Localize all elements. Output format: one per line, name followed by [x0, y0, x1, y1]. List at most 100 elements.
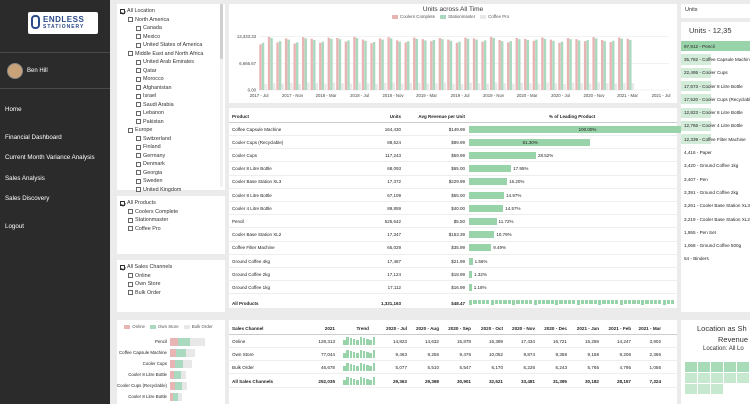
channel-filter-option[interactable]: Bulk Order [120, 289, 225, 298]
table-row[interactable]: Online 128,313 14,823 14,632 15,878 16,399 17,… [229, 335, 677, 348]
nav-sales-discovery[interactable]: Sales Discovery [5, 195, 50, 202]
ranking-item[interactable]: 3,407 - Pen [681, 174, 711, 184]
table-row[interactable]: Coffee Filter Machine 65,029 $35.99 9.49% [229, 242, 677, 255]
table-row[interactable]: Cooler Base Station XL2 17,347 $153.39 10.7… [229, 229, 677, 242]
location-filter-option[interactable]: United Kingdom [120, 186, 225, 195]
location-filter-option[interactable]: Afghanistan [120, 84, 225, 93]
checkbox-icon[interactable] [120, 264, 125, 270]
checkbox-icon[interactable] [136, 68, 141, 74]
ranking-item[interactable]: 97,912 - Pencil [681, 41, 750, 52]
ranking-item[interactable]: 3,219 - Cooler Base Station XL2 [681, 214, 750, 224]
product-filter-option[interactable]: Coolers Complete [120, 208, 225, 217]
checkbox-icon[interactable] [136, 170, 141, 176]
ranking-item[interactable]: 3,420 - Ground Coffee 1kg [681, 161, 738, 171]
location-filter-option[interactable]: United States of America [120, 41, 225, 50]
checkbox-icon[interactable] [136, 25, 141, 31]
checkbox-icon[interactable] [136, 85, 141, 91]
checkbox-icon[interactable] [128, 226, 133, 232]
checkbox-icon[interactable] [136, 178, 141, 184]
product-filter-option[interactable]: Coffee Pro [120, 225, 225, 234]
table-row[interactable]: Ground Coffee 4kg 17,487 $21.99 1.56% [229, 255, 677, 268]
table-row[interactable]: Cooler 4 Litre Bottle 89,859 $40.00 14.57% [229, 202, 677, 216]
checkbox-icon[interactable] [136, 153, 141, 159]
treemap-cell[interactable] [724, 373, 736, 383]
ranking-item[interactable]: 1,068 - Ground Coffee 500g [681, 241, 741, 251]
location-filter-option[interactable]: Europe [120, 126, 225, 135]
location-filter-option[interactable]: Denmark [120, 160, 225, 169]
table-row[interactable]: Bulk Order 46,678 5,077 5,510 5,547 6,170 6,22… [229, 361, 677, 374]
treemap-cell[interactable] [698, 362, 710, 372]
treemap-cell[interactable] [685, 373, 697, 383]
ranking-item[interactable]: 3,391 - Ground Coffee 2kg [681, 187, 738, 197]
nav-logout[interactable]: Logout [5, 223, 24, 230]
location-filter-option[interactable]: Canada [120, 24, 225, 33]
ranking-item[interactable]: 12,823 - Cooler 8 Litre Bottle [681, 107, 743, 118]
brand-logo[interactable]: ENDLESS STATIONERY [28, 12, 98, 34]
channel-filter-option[interactable]: Own Store [120, 280, 225, 289]
ranking-item[interactable]: 4,416 - Paper [681, 147, 712, 157]
ranking-item[interactable]: 54 - Binders [681, 254, 711, 264]
treemap-cell[interactable] [724, 362, 736, 372]
treemap-cell[interactable] [698, 373, 710, 383]
search-input[interactable]: Units [685, 7, 698, 13]
ranking-item[interactable]: 3,261 - Cooler Base Station XL3 [681, 201, 750, 211]
channel-filter-option[interactable]: All Sales Channels [120, 263, 225, 272]
checkbox-icon[interactable] [136, 136, 141, 142]
treemap-cell[interactable] [711, 384, 723, 394]
ranking-item[interactable]: 22,495 - Cooler Cups [681, 67, 728, 78]
location-filter-option[interactable]: Israel [120, 92, 225, 101]
checkbox-icon[interactable] [120, 200, 125, 206]
checkbox-icon[interactable] [136, 93, 141, 99]
table-row[interactable]: Ground Coffee 2kg 17,124 $18.99 1.32% [229, 268, 677, 282]
treemap-cell[interactable] [698, 384, 710, 394]
nav-financial-dashboard[interactable]: Financial Dashboard [5, 134, 62, 141]
location-filter-option[interactable]: Saudi Arabia [120, 101, 225, 110]
location-filter-option[interactable]: United Arab Emirates [120, 58, 225, 67]
product-filter-option[interactable]: Stationmaster [120, 216, 225, 225]
treemap-cell[interactable] [711, 362, 723, 372]
location-scroll-track[interactable] [220, 4, 223, 187]
location-filter-option[interactable]: Finland [120, 143, 225, 152]
checkbox-icon[interactable] [128, 281, 133, 287]
ranking-item[interactable]: 35,782 - Coffee Capsule Machine [681, 54, 750, 65]
checkbox-icon[interactable] [136, 59, 141, 65]
location-filter-option[interactable]: Georgia [120, 169, 225, 178]
table-row[interactable]: Ground Coffee 1kg 17,112 $16.99 1.18% [229, 281, 677, 295]
treemap-cell[interactable] [737, 362, 749, 372]
checkbox-icon[interactable] [136, 161, 141, 167]
checkbox-icon[interactable] [136, 187, 141, 193]
table-row[interactable]: Coffee Capsule Machine 164,430 $149.99 100.… [229, 123, 704, 136]
treemap-cell[interactable] [711, 373, 723, 383]
table-row[interactable]: Cooler 8 Litre Bottle 68,093 $65.00 17.95% [229, 163, 677, 176]
channel-filter-option[interactable]: Online [120, 272, 225, 281]
nav-sales-analysis[interactable]: Sales Analysis [5, 175, 45, 182]
location-filter-option[interactable]: Pakistan [120, 118, 225, 127]
treemap-cell[interactable] [685, 362, 697, 372]
checkbox-icon[interactable] [136, 76, 141, 82]
nav-current-month-variance-analysis[interactable]: Current Month Variance Analysis [5, 154, 95, 161]
checkbox-icon[interactable] [136, 102, 141, 108]
location-filter-option[interactable]: Middle East and North Africa [120, 50, 225, 59]
location-filter-option[interactable]: Germany [120, 152, 225, 161]
checkbox-icon[interactable] [128, 217, 133, 223]
ranking-item[interactable]: 1,955 - Pen Set [681, 227, 716, 237]
location-filter-option[interactable]: Lebanon [120, 109, 225, 118]
table-row[interactable]: Own Store 77,044 9,463 9,256 9,476 10,052 9,87… [229, 348, 677, 361]
ranking-item[interactable]: 17,520 - Cooler Cups (Recyclable) [681, 94, 750, 105]
checkbox-icon[interactable] [128, 290, 133, 296]
checkbox-icon[interactable] [120, 8, 125, 14]
checkbox-icon[interactable] [128, 273, 133, 279]
checkbox-icon[interactable] [136, 110, 141, 116]
checkbox-icon[interactable] [128, 127, 133, 133]
table-row[interactable]: Cooler Base Station XL3 17,372 $229.99 16.2… [229, 176, 677, 189]
checkbox-icon[interactable] [136, 34, 141, 40]
location-filter-option[interactable]: Switzerland [120, 135, 225, 144]
checkbox-icon[interactable] [136, 144, 141, 150]
location-filter-option[interactable]: Sweden [120, 177, 225, 186]
table-row[interactable]: Cooler 8 Litre Bottle 67,109 $55.00 14.97% [229, 189, 677, 202]
table-row[interactable]: Cooler Cups 117,243 $59.99 28.52% [229, 149, 677, 163]
product-filter-option[interactable]: All Products [120, 199, 225, 208]
location-filter-option[interactable]: Morocco [120, 75, 225, 84]
location-filter-option[interactable]: Mexico [120, 33, 225, 42]
table-row[interactable]: Pencil 525,642 $5.50 11.72% [229, 215, 677, 229]
